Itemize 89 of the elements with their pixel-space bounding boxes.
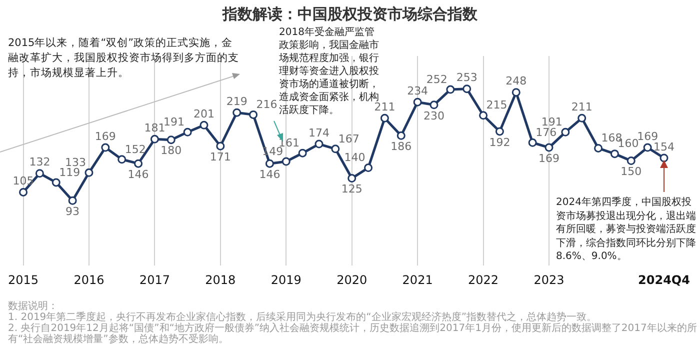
point (166, 136, 176, 144)
x-tick-label: 2020 (336, 272, 368, 287)
data-label: 169 (538, 152, 560, 165)
point (216, 142, 225, 150)
point (101, 143, 110, 152)
data-label: 140 (344, 151, 366, 164)
point (364, 164, 373, 172)
point (134, 159, 143, 168)
point (52, 178, 60, 187)
data-label: 146 (259, 168, 280, 181)
point (643, 143, 652, 152)
data-label: 201 (193, 108, 214, 121)
data-label: 93 (66, 204, 80, 218)
point (249, 110, 258, 119)
data-label: 215 (486, 98, 508, 112)
data-label: 146 (128, 168, 149, 181)
data-label: 174 (308, 126, 330, 140)
point (282, 157, 290, 166)
point (265, 159, 274, 168)
data-label: 211 (374, 100, 396, 114)
data-label: 154 (654, 140, 674, 154)
data-label: 230 (423, 109, 444, 122)
point (462, 84, 472, 94)
chart-title: 指数解读：中国股权投资市场综合指数 (221, 5, 478, 24)
text: 数据说明： (8, 301, 59, 312)
x-tick-label: 2023 (534, 272, 564, 287)
point (298, 148, 307, 158)
point (413, 98, 422, 106)
data-label: 216 (256, 98, 278, 112)
point (35, 169, 44, 178)
point (479, 111, 488, 120)
point (594, 144, 603, 152)
text: 1. 2019年第二季度起，央行不再发布企业家信心指数，后续采用同为央行发布的“企业家宏观经济热度”指数替代之，总体趋势一致。 (8, 312, 598, 323)
data-label: 150 (620, 165, 642, 178)
data-label: 252 (426, 72, 448, 86)
data-label: 211 (571, 100, 592, 114)
point (446, 85, 455, 94)
x-tick-label: 2024Q4 (638, 272, 690, 287)
data-label: 253 (456, 71, 478, 84)
x-tick-label: 2016 (74, 272, 104, 287)
data-label: 171 (210, 150, 231, 164)
data-label: 180 (160, 144, 182, 158)
point (578, 114, 586, 122)
point (430, 100, 438, 110)
point (183, 128, 192, 136)
text: 2. 央行自2019年12月起将“国债”和“地方政府一般债券”纳入社会融资规模统计，历史数据追溯到2017年1月份，使用更新后的数据调整了2017年以来的所有“社会融资规模增量”参数，总体趋势不受影响。 (8, 323, 698, 345)
data-label: 191 (164, 116, 185, 129)
point (495, 127, 504, 136)
data-label: 169 (94, 130, 116, 143)
x-tick-label: 2022 (468, 272, 499, 287)
data-label: 169 (637, 130, 658, 143)
data-label: 152 (124, 142, 146, 156)
x-tick-label: 2021 (402, 272, 433, 287)
point (610, 150, 619, 158)
point (68, 196, 77, 205)
point (561, 128, 570, 136)
text: 2015年以来，随着“双创”政策的正式实施，金融改革扩大，我国股权投资市场得到多方面的支持，市场规模显著上升。 (8, 36, 240, 81)
data-label: 248 (506, 74, 527, 88)
point (19, 188, 28, 196)
point (512, 88, 520, 97)
point (232, 108, 242, 117)
data-label: 186 (390, 140, 412, 154)
x-tick-label: 2019 (270, 272, 302, 287)
point (660, 154, 668, 162)
point (150, 134, 159, 144)
data-label: 181 (144, 122, 166, 134)
x-tick-label: 2015 (8, 272, 39, 287)
data-label: 192 (489, 136, 510, 149)
annotation: 2024年第四季度，中国股权投资市场募投退出现分化，退出端有所回暖，募资与投资端活跃度下滑，综合指数同环比分别下降8.6%、9.0%。 (556, 196, 697, 264)
x-tick-label: 2017 (139, 272, 170, 287)
point (118, 155, 126, 164)
data-label: 132 (29, 156, 50, 169)
data-label: 234 (407, 84, 428, 98)
point (348, 174, 356, 183)
point (84, 168, 94, 177)
data-label: 167 (338, 132, 360, 146)
point (528, 138, 537, 147)
point (626, 156, 636, 166)
point (314, 140, 324, 148)
x-tick-label: 2018 (205, 272, 236, 287)
point (331, 144, 340, 154)
data-label: 168 (601, 132, 622, 145)
point (544, 143, 554, 152)
data-label: 125 (341, 182, 362, 196)
point (380, 114, 389, 122)
point (200, 120, 208, 130)
data-label: 105 (12, 174, 34, 188)
data-label: 219 (226, 94, 248, 108)
point (396, 131, 406, 140)
